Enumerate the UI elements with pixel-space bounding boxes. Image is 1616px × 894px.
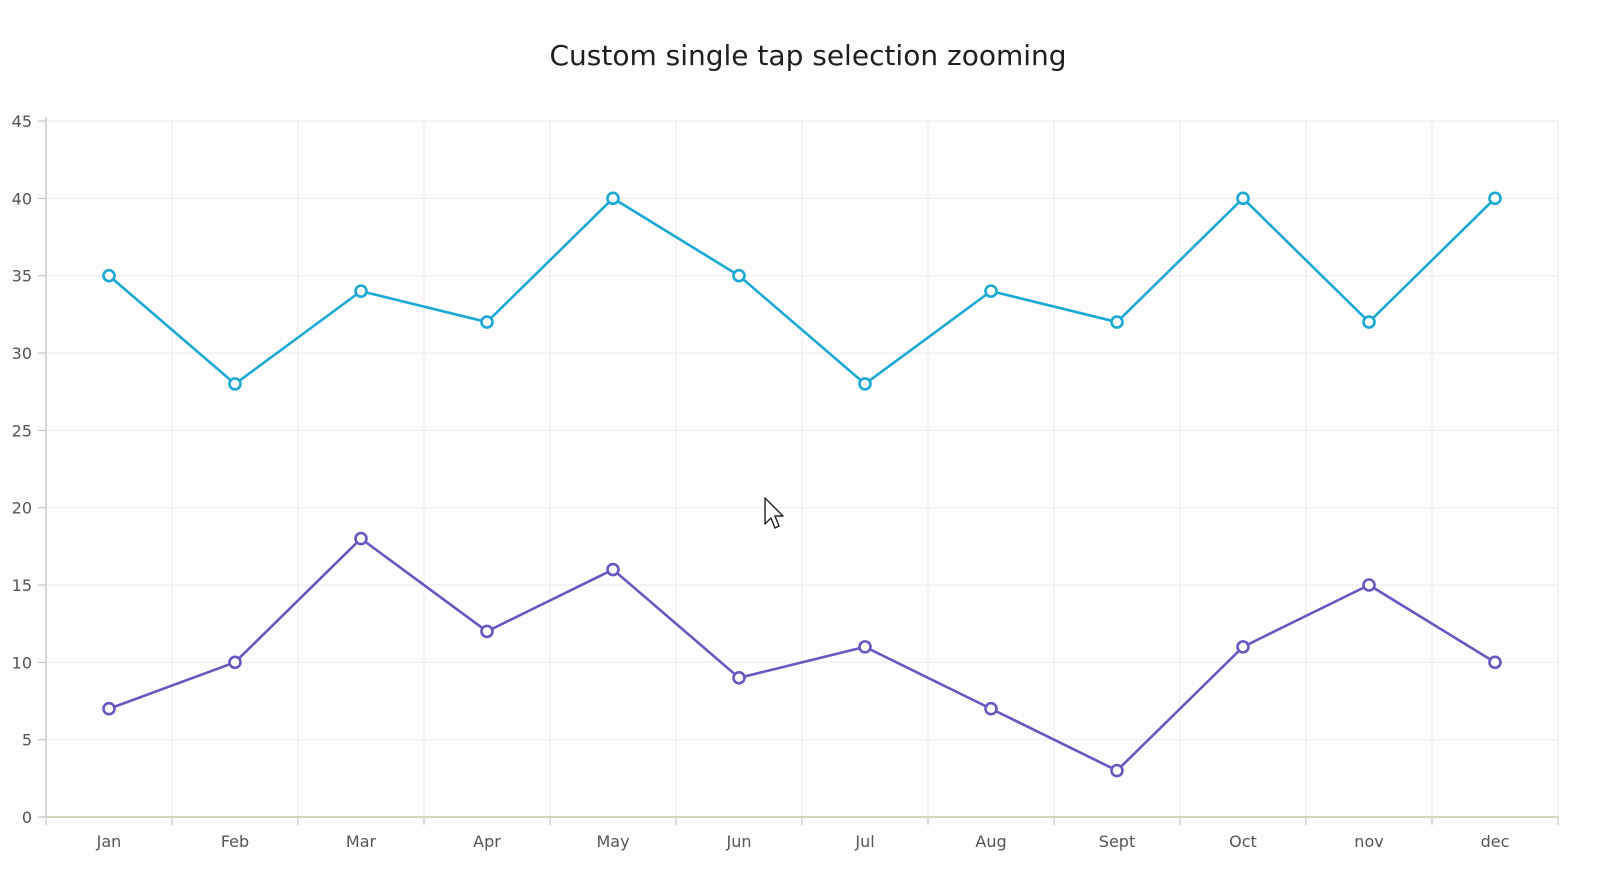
y-tick-label: 30 <box>12 344 32 363</box>
y-tick-label: 25 <box>12 421 32 440</box>
data-point[interactable] <box>984 284 998 298</box>
series-2[interactable] <box>102 531 1502 778</box>
x-tick-label: Jul <box>854 832 874 851</box>
x-tick-label: Mar <box>346 832 377 851</box>
data-point[interactable] <box>732 670 746 685</box>
data-point[interactable] <box>228 377 242 391</box>
data-point[interactable] <box>1488 191 1502 206</box>
data-point[interactable] <box>1110 763 1124 778</box>
y-tick-label: 0 <box>22 808 32 827</box>
data-point[interactable] <box>1236 640 1250 654</box>
data-point[interactable] <box>102 701 116 716</box>
data-point[interactable] <box>1110 315 1124 329</box>
x-tick-label: Feb <box>221 832 249 851</box>
x-tick-label: May <box>596 832 629 851</box>
data-point[interactable] <box>102 268 116 283</box>
data-point[interactable] <box>858 640 872 654</box>
data-point[interactable] <box>606 191 620 206</box>
data-point[interactable] <box>1362 315 1376 329</box>
data-point[interactable] <box>480 315 494 329</box>
series-1[interactable] <box>102 191 1502 391</box>
data-point[interactable] <box>732 268 746 283</box>
data-point[interactable] <box>1362 578 1376 592</box>
x-tick-label: nov <box>1354 832 1383 851</box>
data-point[interactable] <box>1236 191 1250 206</box>
grid <box>46 120 1559 817</box>
y-tick-label: 5 <box>22 731 32 750</box>
axes: 0 5 10 15 20 25 30 35 40 45 Jan Feb Mar Apr May Jun Jul A… <box>12 112 1559 851</box>
series-layer[interactable] <box>102 191 1502 778</box>
data-point[interactable] <box>480 624 494 639</box>
data-point[interactable] <box>984 701 998 716</box>
y-tick-label: 35 <box>12 267 32 286</box>
data-point[interactable] <box>354 284 368 298</box>
x-tick-label: dec <box>1481 832 1510 851</box>
y-tick-label: 15 <box>12 576 32 595</box>
x-tick-label: Jan <box>96 832 122 851</box>
series-line[interactable] <box>108 197 1496 386</box>
x-tick-label: Jun <box>726 832 752 851</box>
x-tick-label: Apr <box>473 832 501 851</box>
data-point[interactable] <box>1488 655 1502 670</box>
x-tick-label: Sept <box>1099 832 1135 851</box>
data-point[interactable] <box>858 377 872 391</box>
series-line[interactable] <box>108 537 1496 772</box>
y-tick-label: 40 <box>12 189 32 208</box>
x-tick-label: Oct <box>1229 832 1257 851</box>
y-tick-label: 45 <box>12 112 32 131</box>
data-point[interactable] <box>354 531 368 546</box>
y-tick-label: 10 <box>12 653 32 672</box>
x-tick-label: Aug <box>975 832 1006 851</box>
arrow-pointer-icon <box>764 497 784 529</box>
chart-title: Custom single tap selection zooming <box>549 39 1066 72</box>
y-tick-label: 20 <box>12 499 32 518</box>
data-point[interactable] <box>228 655 242 670</box>
data-point[interactable] <box>606 562 620 577</box>
